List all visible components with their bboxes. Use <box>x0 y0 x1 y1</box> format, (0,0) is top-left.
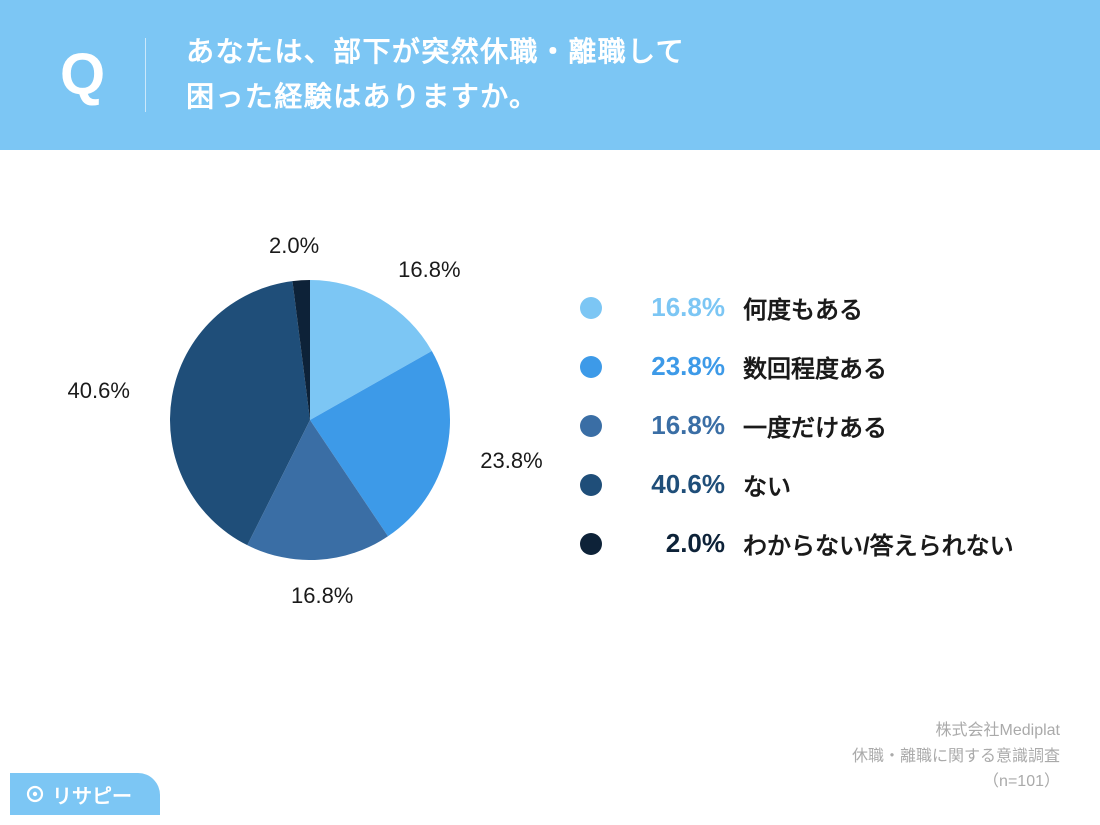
legend-dot-icon <box>580 356 602 378</box>
pie-slice-label: 16.8% <box>398 257 460 283</box>
credit-line3: （n=101） <box>852 769 1060 795</box>
legend-label: ない <box>743 467 791 502</box>
legend-row: 16.8% 何度もある <box>580 290 1014 325</box>
legend-row: 23.8% 数回程度ある <box>580 349 1014 384</box>
legend-row: 2.0% わからない/答えられない <box>580 526 1014 561</box>
legend-percent: 16.8% <box>620 410 725 441</box>
legend-dot-icon <box>580 474 602 496</box>
legend-percent: 40.6% <box>620 469 725 500</box>
brand-logo-icon <box>24 783 46 805</box>
legend-percent: 16.8% <box>620 292 725 323</box>
legend-percent: 2.0% <box>620 528 725 559</box>
legend-label: 数回程度ある <box>743 349 887 384</box>
brand-tab: リサピー <box>10 773 160 815</box>
pie-slice-label: 40.6% <box>68 378 130 404</box>
question-text: あなたは、部下が突然休職・離職して 困った経験はありますか。 <box>186 30 685 120</box>
credit-line2: 休職・離職に関する意識調査 <box>852 744 1060 770</box>
chart-area: 16.8% 23.8% 16.8% 40.6% 2.0% 16.8% 何度もある 23.8%… <box>10 160 1090 815</box>
legend-dot-icon <box>580 533 602 555</box>
q-mark: Q <box>60 38 146 112</box>
pie-slice-label: 23.8% <box>480 448 542 474</box>
legend-dot-icon <box>580 297 602 319</box>
credit-line1: 株式会社Mediplat <box>852 718 1060 744</box>
pie-slice-label: 2.0% <box>269 233 319 259</box>
question-line1: あなたは、部下が突然休職・離職して <box>186 36 685 67</box>
legend-row: 40.6% ない <box>580 467 1014 502</box>
pie-chart <box>170 280 450 560</box>
brand-name: リサピー <box>52 780 132 809</box>
legend-percent: 23.8% <box>620 351 725 382</box>
pie-slice-label: 16.8% <box>291 583 353 609</box>
legend-label: 何度もある <box>743 290 863 325</box>
legend-row: 16.8% 一度だけある <box>580 408 1014 443</box>
legend-dot-icon <box>580 415 602 437</box>
legend-label: 一度だけある <box>743 408 887 443</box>
question-header: Q あなたは、部下が突然休職・離職して 困った経験はありますか。 <box>0 0 1100 150</box>
legend-label: わからない/答えられない <box>743 526 1014 561</box>
question-line2: 困った経験はありますか。 <box>186 81 538 112</box>
footer-credit: 株式会社Mediplat 休職・離職に関する意識調査 （n=101） <box>852 718 1060 795</box>
legend: 16.8% 何度もある 23.8% 数回程度ある 16.8% 一度だけある 40.6% ない 2… <box>580 290 1014 585</box>
